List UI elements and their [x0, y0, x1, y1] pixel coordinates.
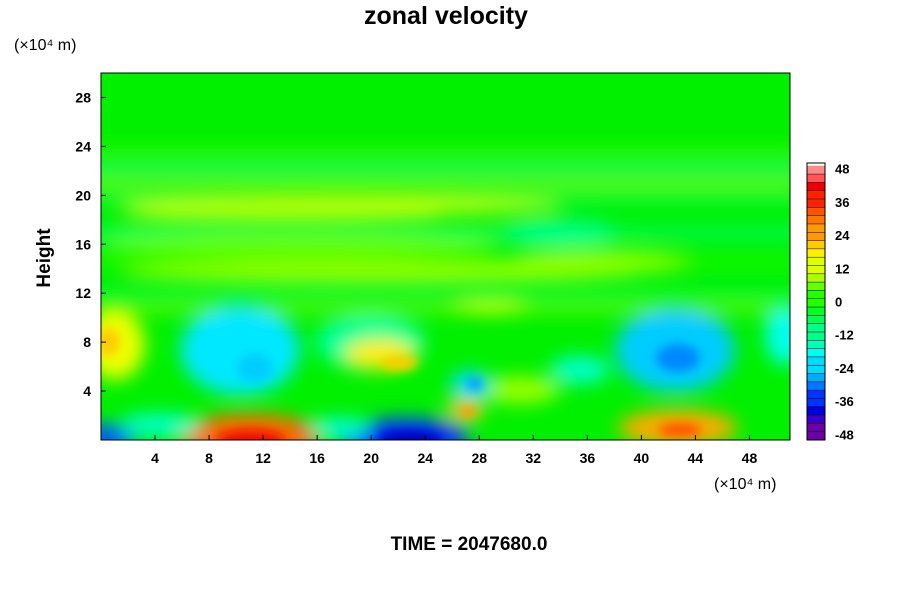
x-unit-label: (×10⁴ m) — [714, 476, 776, 493]
colorbar-swatch — [807, 323, 825, 332]
colorbar-swatch — [807, 398, 825, 407]
colorbar-swatch — [807, 373, 825, 382]
colorbar-tick-label: 12 — [835, 261, 849, 276]
colorbar-swatch — [807, 174, 825, 183]
colorbar-tick-label: 48 — [835, 162, 849, 177]
y-tick-label: 28 — [75, 89, 91, 105]
colorbar-swatch — [807, 182, 825, 191]
time-label: TIME = 2047680.0 — [391, 534, 548, 555]
chart-title: zonal velocity — [364, 2, 528, 30]
colorbar-swatch — [807, 199, 825, 208]
colorbar-swatch — [807, 232, 825, 241]
colorbar-swatch — [807, 248, 825, 258]
colorbar-tick-label: -36 — [835, 394, 854, 409]
x-tick-label: 44 — [688, 450, 704, 466]
colorbar-swatch — [807, 415, 825, 424]
x-tick-label: 28 — [471, 450, 487, 466]
x-axis: 4 8 12 16 20 24 28 32 36 40 44 48 — [151, 435, 757, 466]
x-tick-label: 40 — [634, 450, 650, 466]
colorbar: -48 -36 -24 -12 0 12 24 36 48 — [806, 162, 855, 442]
colorbar-swatch — [807, 240, 825, 249]
colorbar-swatch — [807, 290, 825, 299]
colorbar-swatch — [807, 406, 825, 416]
colorbar-frame — [806, 162, 826, 441]
x-tick-label: 8 — [205, 450, 213, 466]
colorbar-swatch — [807, 165, 825, 175]
x-tick-label: 24 — [417, 450, 433, 466]
colorbar-tick-label: 36 — [835, 195, 849, 210]
x-tick-label: 36 — [580, 450, 596, 466]
colorbar-swatch — [807, 298, 825, 308]
heatmap-field — [101, 73, 790, 440]
x-tick-label: 32 — [526, 450, 542, 466]
x-tick-label: 16 — [309, 450, 325, 466]
y-axis-label: Height — [34, 228, 55, 288]
x-tick-label: 4 — [151, 450, 159, 466]
x-tick-label: 48 — [742, 450, 758, 466]
colorbar-swatch — [807, 307, 825, 316]
colorbar-swatch — [807, 265, 825, 274]
colorbar-swatch — [807, 223, 825, 233]
colorbar-swatch — [807, 356, 825, 366]
colorbar-swatch — [807, 257, 825, 266]
colorbar-tick-label: -48 — [835, 427, 854, 442]
colorbar-swatch — [807, 331, 825, 341]
y-tick-label: 4 — [83, 383, 91, 399]
colorbar-swatch — [807, 423, 825, 432]
y-tick-label: 8 — [83, 334, 91, 350]
colorbar-swatch — [807, 190, 825, 200]
x-tick-label: 12 — [255, 450, 271, 466]
colorbar-swatch — [807, 348, 825, 357]
colorbar-swatch — [807, 390, 825, 399]
y-tick-label: 16 — [75, 236, 91, 252]
colorbar-swatch — [807, 207, 825, 216]
y-axis: 4 8 12 16 20 24 28 — [75, 89, 106, 399]
colorbar-tick-label: 24 — [835, 228, 850, 243]
colorbar-swatch — [807, 340, 825, 349]
colorbar-swatch — [807, 365, 825, 374]
colorbar-swatch — [807, 273, 825, 283]
y-tick-label: 20 — [75, 187, 91, 203]
plot-frame — [100, 72, 791, 441]
colorbar-tick-label: 0 — [835, 295, 842, 310]
y-tick-label: 12 — [75, 285, 91, 301]
colorbar-tick-label: -24 — [835, 361, 855, 376]
colorbar-swatch — [807, 381, 825, 391]
colorbar-swatch — [807, 431, 825, 440]
y-tick-label: 24 — [75, 138, 91, 154]
colorbar-swatch — [807, 215, 825, 224]
colorbar-tick-label: -12 — [835, 328, 854, 343]
colorbar-swatch — [807, 315, 825, 324]
colorbar-swatch — [807, 282, 825, 291]
x-tick-label: 20 — [363, 450, 379, 466]
y-unit-label: (×10⁴ m) — [14, 37, 76, 54]
